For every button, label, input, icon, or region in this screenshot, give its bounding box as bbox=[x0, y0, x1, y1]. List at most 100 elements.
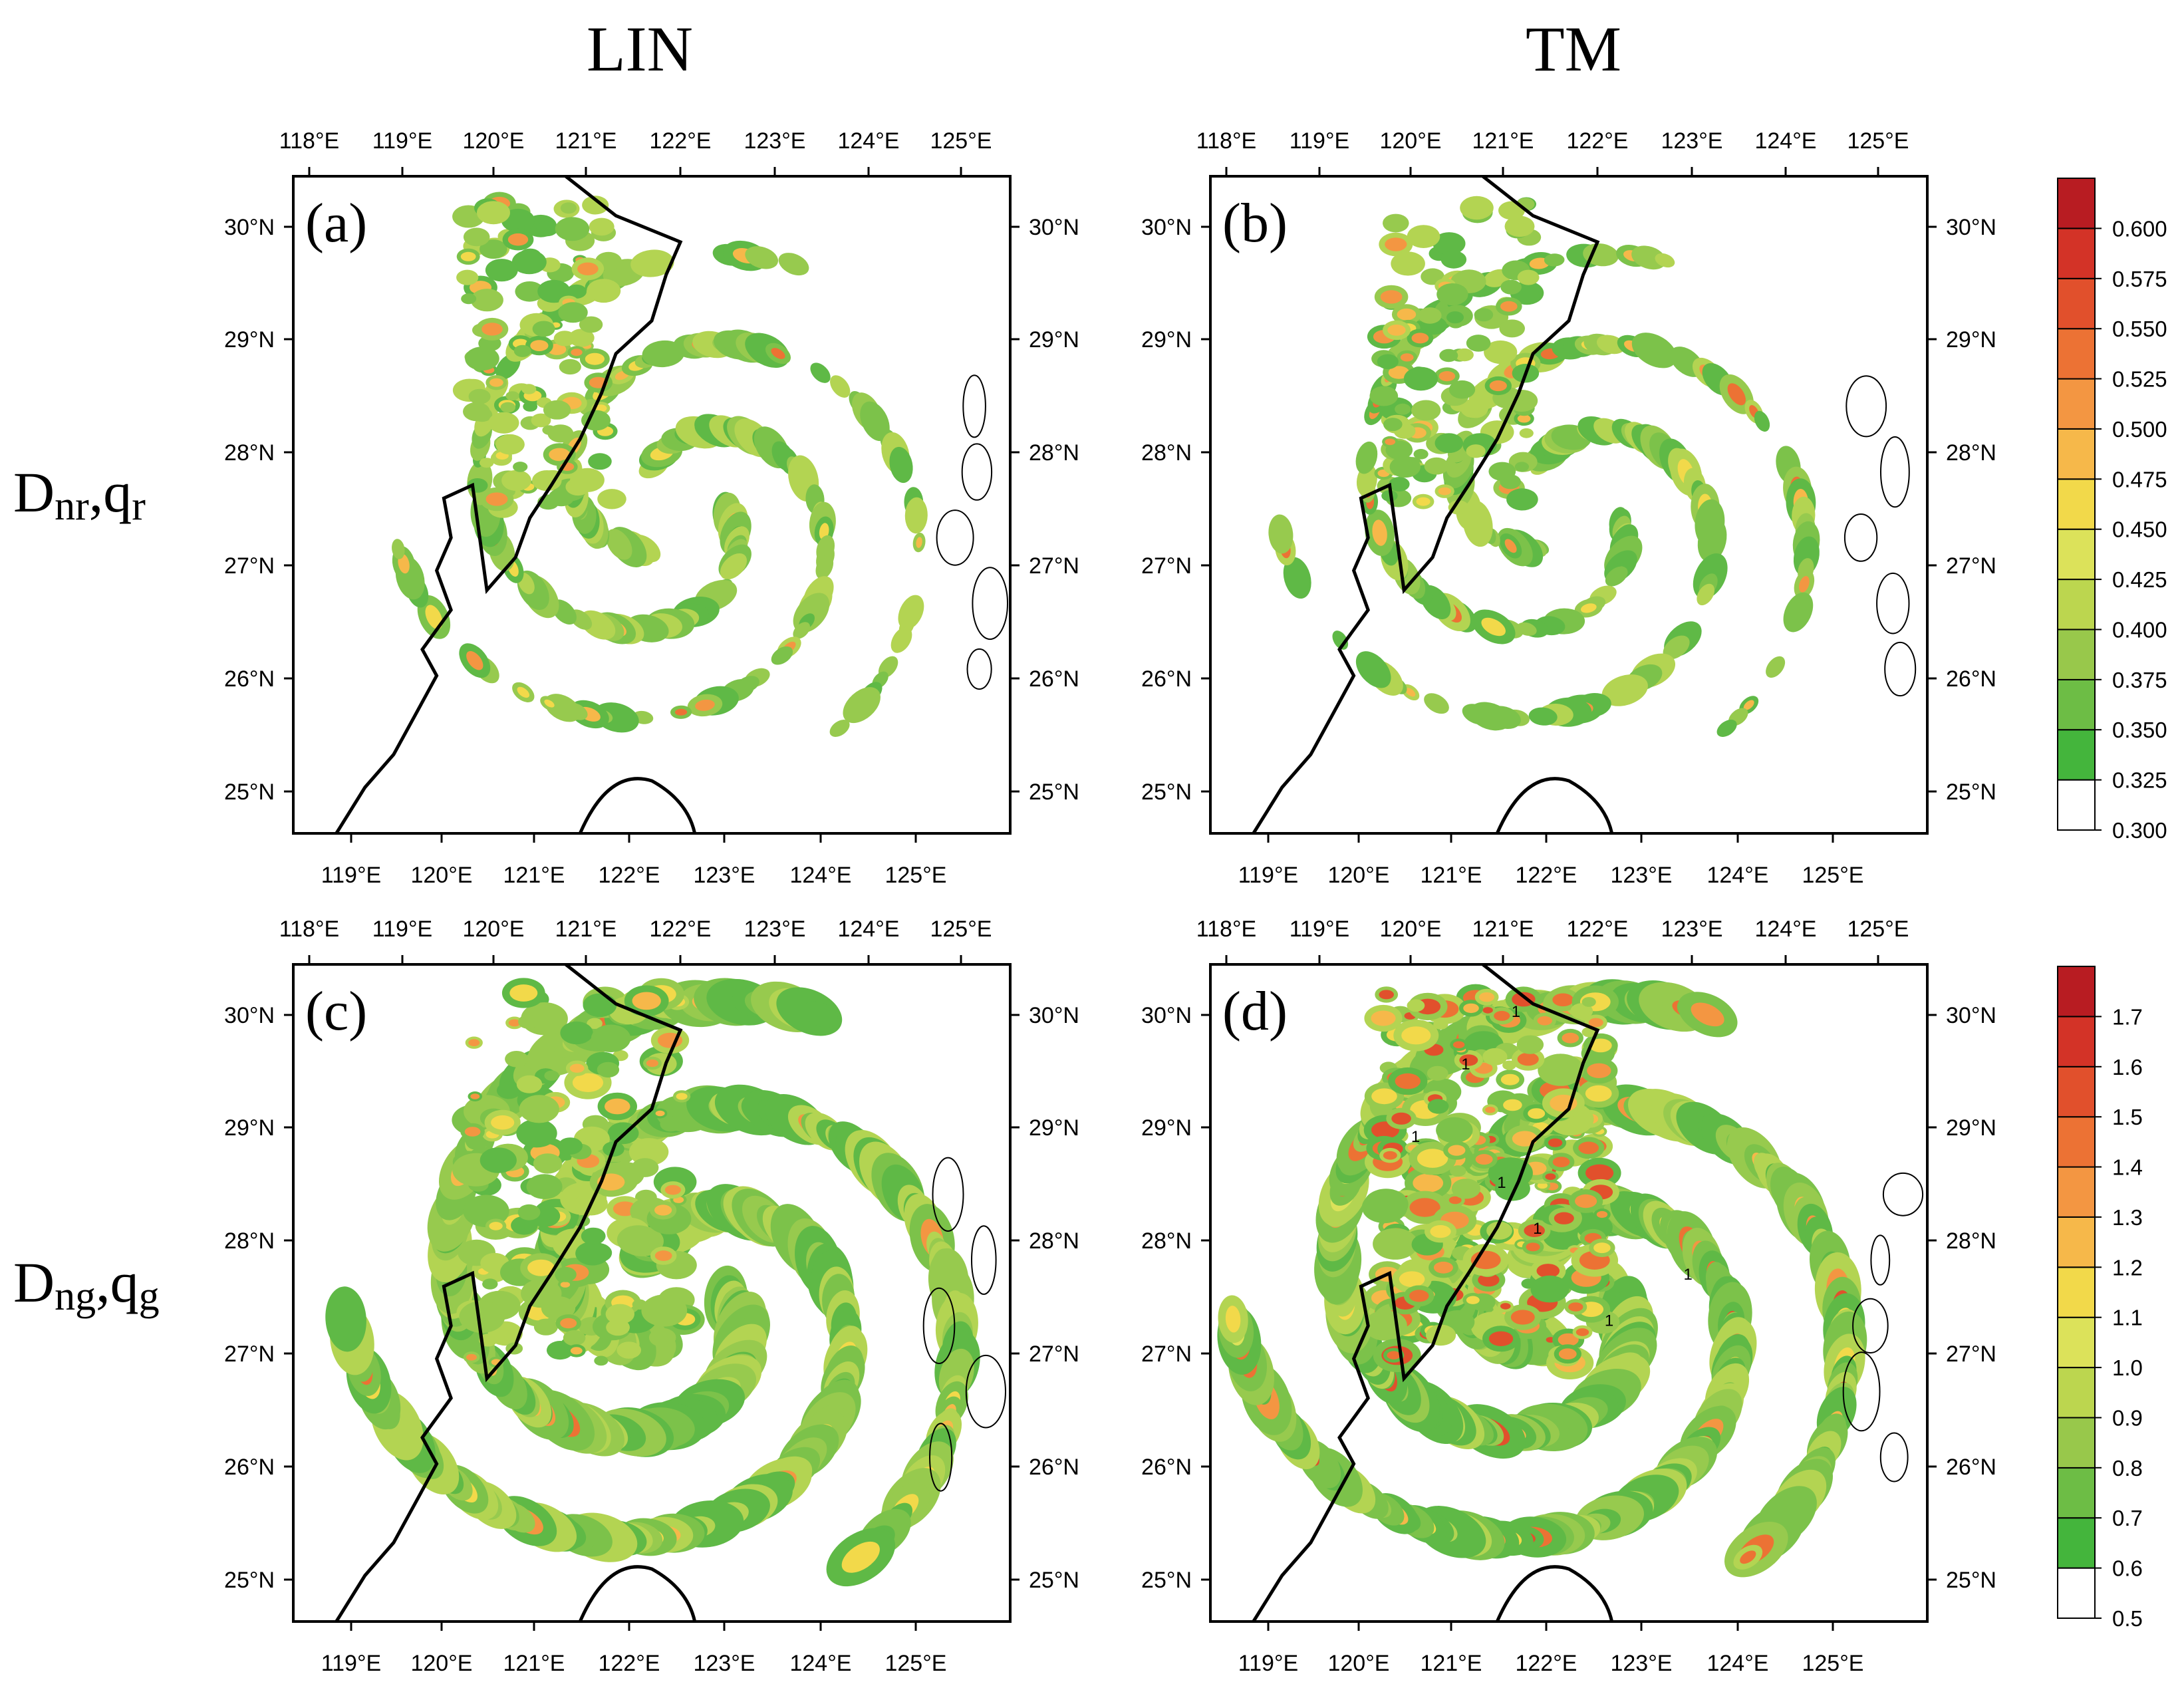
land-blob bbox=[1494, 1176, 1530, 1201]
land-blob bbox=[463, 402, 490, 422]
land-core bbox=[1558, 1333, 1579, 1346]
land-core bbox=[1536, 1264, 1560, 1278]
band-core bbox=[1740, 1550, 1756, 1564]
land-blob bbox=[515, 281, 545, 302]
band-blob bbox=[1355, 441, 1378, 474]
colorbar-swatch bbox=[2057, 729, 2096, 781]
band-blob bbox=[815, 554, 834, 579]
lon-label-top: 125°E bbox=[1847, 128, 1909, 154]
land-blob bbox=[495, 434, 525, 455]
land-blob bbox=[532, 470, 562, 492]
land-blob bbox=[482, 1278, 498, 1290]
lat-label-right: 27°N bbox=[1029, 553, 1079, 579]
lon-label-bottom: 120°E bbox=[1327, 863, 1389, 888]
lon-label-top: 119°E bbox=[1290, 128, 1349, 154]
land-core bbox=[632, 992, 661, 1010]
land-blob bbox=[587, 279, 621, 303]
band-core bbox=[1481, 617, 1506, 636]
land-blob bbox=[1427, 1099, 1449, 1114]
lat-label-left: 29°N bbox=[224, 1115, 275, 1141]
land-blob bbox=[1433, 1019, 1448, 1030]
land-blob bbox=[544, 1070, 559, 1081]
band-blob bbox=[830, 375, 851, 398]
colorbar-label: 1.7 bbox=[2112, 1004, 2143, 1029]
land-blob bbox=[605, 1304, 634, 1325]
land-core bbox=[1466, 1296, 1480, 1304]
land-core bbox=[1397, 308, 1417, 321]
row-label-rain: Dnr,qr bbox=[13, 460, 146, 529]
land-blob bbox=[597, 489, 626, 509]
band-blob bbox=[392, 539, 405, 559]
land-blob bbox=[505, 391, 519, 401]
colorbar-swatch bbox=[2057, 528, 2096, 581]
land-core bbox=[1528, 1108, 1546, 1119]
band-blob bbox=[889, 446, 913, 484]
band-blob bbox=[1663, 635, 1690, 660]
lon-label-bottom: 119°E bbox=[1238, 1651, 1298, 1676]
lon-label-top: 121°E bbox=[555, 128, 616, 154]
band-blob bbox=[860, 401, 890, 442]
land-core bbox=[530, 340, 549, 351]
band-core bbox=[517, 686, 530, 698]
land-blob bbox=[616, 1342, 641, 1359]
row-label-graupel: Dng,qg bbox=[13, 1250, 160, 1319]
colorbar-label: 0.475 bbox=[2112, 467, 2167, 492]
land-blob bbox=[1426, 1324, 1456, 1346]
panel-label: (d) bbox=[1222, 980, 1288, 1042]
lon-label-top: 124°E bbox=[1754, 128, 1816, 154]
land-blob bbox=[591, 1024, 631, 1053]
band-core bbox=[466, 650, 483, 670]
lon-label-top: 123°E bbox=[744, 128, 805, 154]
lat-label-left: 29°N bbox=[1141, 1115, 1192, 1141]
land-blob bbox=[581, 1227, 606, 1245]
land-blob bbox=[616, 1225, 660, 1255]
lon-label-bottom: 123°E bbox=[1610, 863, 1672, 888]
taiwan-coast bbox=[578, 777, 697, 833]
land-core bbox=[654, 1204, 672, 1216]
land-blob bbox=[531, 413, 551, 428]
lon-label-top: 120°E bbox=[462, 128, 524, 154]
land-blob bbox=[581, 410, 611, 431]
lon-label-bottom: 123°E bbox=[693, 1651, 755, 1676]
band-core bbox=[1225, 1306, 1241, 1333]
land-core bbox=[1391, 1112, 1411, 1125]
land-core bbox=[481, 323, 503, 336]
colorbar-swatch bbox=[2057, 227, 2096, 279]
lat-label-right: 30°N bbox=[1029, 1003, 1079, 1028]
land-blob bbox=[563, 1330, 586, 1346]
lon-label-top: 121°E bbox=[1472, 128, 1534, 154]
lon-label-top: 121°E bbox=[1472, 917, 1534, 942]
lon-label-bottom: 124°E bbox=[1706, 1651, 1768, 1676]
colorbar-swatch bbox=[2057, 1367, 2096, 1419]
land-blob bbox=[1418, 307, 1442, 324]
land-core bbox=[1401, 1026, 1431, 1045]
terrain-contour bbox=[962, 374, 986, 438]
land-blob bbox=[570, 468, 605, 492]
land-blob bbox=[488, 412, 519, 434]
land-core bbox=[549, 448, 571, 462]
land-core bbox=[1554, 1212, 1574, 1224]
land-blob bbox=[1450, 1165, 1466, 1177]
land-core bbox=[1438, 487, 1451, 495]
terrain-contour bbox=[971, 1225, 997, 1295]
land-blob bbox=[1460, 196, 1494, 220]
lon-label-bottom: 123°E bbox=[693, 863, 755, 888]
lon-label-top: 124°E bbox=[837, 917, 899, 942]
terrain-contour bbox=[972, 567, 1008, 640]
lat-label-right: 25°N bbox=[1029, 779, 1079, 805]
land-blob bbox=[1448, 380, 1476, 399]
colorbar-swatch bbox=[2057, 428, 2096, 480]
band-blob bbox=[1766, 656, 1786, 678]
land-blob bbox=[477, 201, 510, 225]
land-core bbox=[470, 1093, 480, 1099]
panel-b: (b) 118°E 119°E 120°E 121°E 122°E 123°E 124°E 12… bbox=[1141, 128, 1996, 888]
band-blob bbox=[1283, 557, 1311, 599]
land-core bbox=[1578, 1141, 1599, 1155]
land-core bbox=[1558, 1348, 1577, 1359]
land-core bbox=[585, 353, 605, 365]
band-core bbox=[544, 699, 555, 708]
lon-label-bottom: 119°E bbox=[321, 1651, 381, 1676]
land-core bbox=[489, 1222, 503, 1230]
land-blob bbox=[505, 1051, 529, 1067]
